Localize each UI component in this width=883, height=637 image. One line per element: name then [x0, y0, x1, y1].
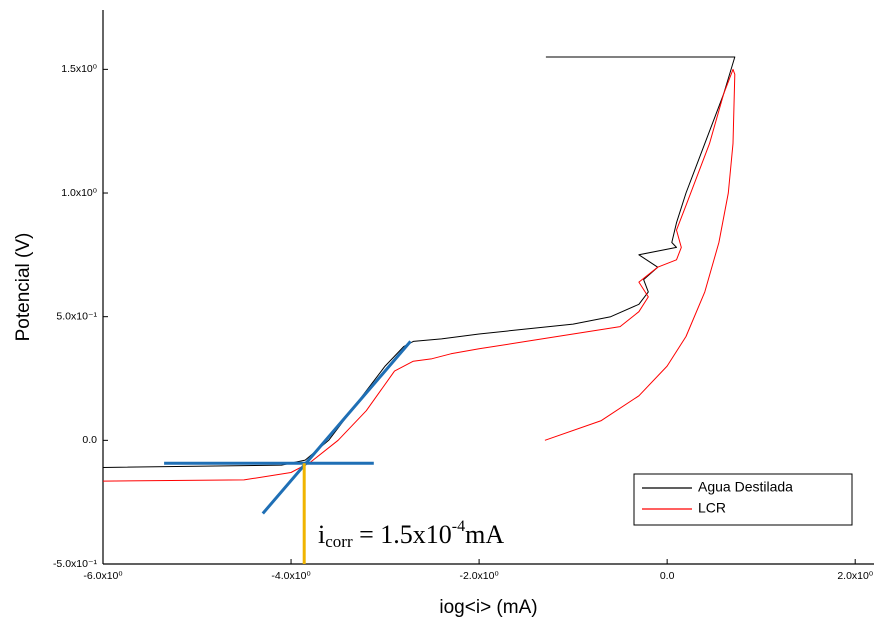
y-tick-label: 0.0 — [82, 434, 97, 446]
legend-box — [633, 473, 853, 526]
x-tick-label: 2.0x10⁰ — [837, 570, 874, 582]
annotation-sup: -4 — [452, 518, 465, 535]
y-tick-label: 1.5x10⁰ — [61, 63, 98, 75]
x-tick-label: -4.0x10⁰ — [271, 570, 311, 582]
annotation: icorr = 1.5x10-4mA — [318, 518, 504, 551]
y-axis-title: Potencial (V) — [13, 233, 34, 342]
data-line — [102, 68, 736, 482]
x-axis-title: iog<i> (mA) — [439, 597, 537, 618]
annotation-unit: mA — [465, 520, 504, 549]
y-tick-label: 1.0x10⁰ — [61, 187, 98, 199]
data-line — [102, 56, 736, 468]
annotation-text: = 1.5x10 — [353, 520, 452, 549]
x-tick-label: 0.0 — [660, 570, 675, 582]
legend-label: LCR — [698, 500, 726, 516]
y-tick-label: 5.0x10⁻¹ — [56, 310, 97, 322]
x-tick-label: -6.0x10⁰ — [83, 570, 123, 582]
y-tick-label: -5.0x10⁻¹ — [53, 558, 98, 570]
annotation-sub: corr — [325, 532, 353, 551]
legend-label: Agua Destilada — [698, 479, 793, 495]
construction-line — [261, 340, 412, 515]
annotation-base: i — [318, 520, 325, 549]
x-tick-label: -2.0x10⁰ — [459, 570, 499, 582]
